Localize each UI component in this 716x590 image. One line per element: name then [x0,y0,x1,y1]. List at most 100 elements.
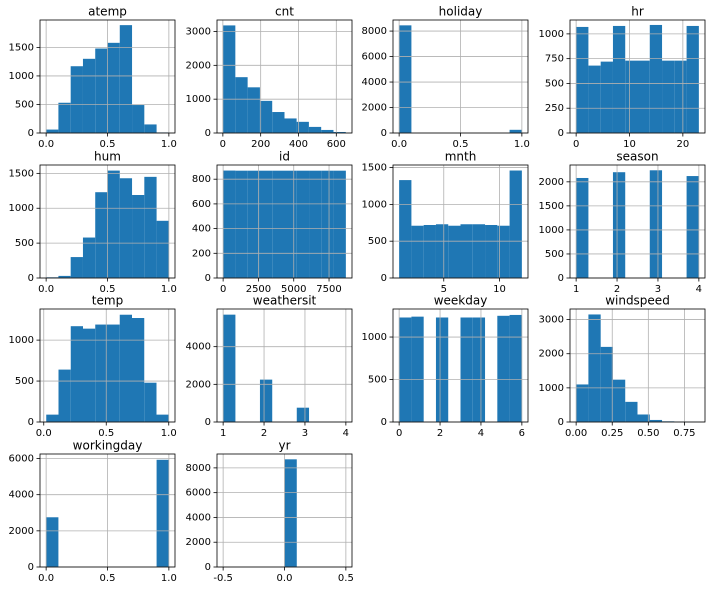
y-tick-label: 0 [205,562,211,573]
bar [612,25,626,133]
bar [284,118,297,133]
bar [235,170,248,278]
bar [144,382,157,422]
y-tick-label: 750 [545,54,564,65]
bar [83,328,96,422]
bar [399,317,412,422]
bar [82,58,96,133]
x-tick-label: 3 [655,284,661,295]
y-tick-label: 4000 [362,77,387,88]
bar [509,170,522,278]
y-tick-label: 1500 [9,168,34,179]
bar [472,317,486,422]
x-tick-label: 0.5 [98,428,114,439]
x-tick-label: 0.5 [338,573,354,584]
y-tick-label: 1500 [362,163,387,174]
y-tick-label: 0 [558,128,564,139]
x-tick-label: 0.5 [453,139,469,150]
bar [399,25,412,134]
y-tick-label: 0 [205,273,211,284]
y-tick-label: 1000 [362,332,387,343]
bar [119,178,133,278]
chart-title: season [616,150,658,164]
x-tick-label: 0.25 [601,428,623,439]
y-tick-label: 500 [368,236,387,247]
y-tick-label: 0 [28,562,34,573]
x-tick-label: 10 [493,284,506,295]
bar [235,77,248,133]
x-tick-label: 3 [302,428,308,439]
bar [333,170,346,278]
x-tick-label: 0.5 [100,139,116,150]
x-tick-label: 4 [343,428,349,439]
bar [637,60,650,133]
bar [156,414,169,422]
bar [119,25,133,133]
axes-frame [569,19,706,134]
x-tick-label: 1.0 [514,139,530,150]
bar [333,131,346,133]
axes-frame [39,453,176,568]
x-tick-label: 400 [289,139,308,150]
bar [46,129,59,133]
bar [649,170,663,278]
x-tick-label: 0.5 [100,284,116,295]
y-tick-label: 2000 [186,60,211,71]
y-tick-label: 500 [545,78,564,89]
bar [576,384,589,422]
x-tick-label: 1 [220,428,226,439]
chart-title: atemp [88,5,127,19]
bar [435,224,449,278]
chart-title: id [279,150,290,164]
y-tick-label: 600 [192,199,211,210]
x-tick-label: 1.0 [161,139,177,150]
bar [576,26,589,133]
y-tick-label: 0 [205,417,211,428]
y-tick-label: 0 [381,273,387,284]
y-tick-label: 1000 [9,335,34,346]
bar [107,42,120,134]
bar [637,414,650,422]
y-tick-label: 6000 [362,52,387,63]
y-tick-label: 2000 [362,103,387,114]
x-tick-label: 600 [327,139,346,150]
bar [119,314,132,422]
bar [132,318,145,422]
y-tick-label: 0 [28,128,34,139]
y-tick-label: 3000 [186,27,211,38]
y-tick-label: 0 [205,128,211,139]
x-tick-label: -0.5 [213,573,233,584]
x-tick-label: 2 [437,428,443,439]
bar [223,25,236,133]
y-tick-label: 1500 [539,201,564,212]
y-tick-label: 0 [381,128,387,139]
chart-title: temp [92,294,123,308]
y-tick-label: 1000 [186,94,211,105]
chart-title: cnt [275,5,294,19]
bar [686,176,699,278]
y-tick-label: 500 [545,249,564,260]
bar [435,317,449,422]
x-tick-label: 0 [396,428,402,439]
x-tick-label: 0.00 [565,428,587,439]
y-tick-label: 0 [558,417,564,428]
x-tick-label: 7500 [316,284,341,295]
bar [247,170,260,278]
bar [686,25,699,133]
x-tick-label: 1 [573,284,579,295]
x-tick-label: 0.0 [391,139,407,150]
axes-frame [39,308,176,423]
axes-frame [392,308,529,423]
bar [284,170,297,278]
bar [296,407,310,422]
bar [321,129,334,133]
x-tick-label: 5 [441,284,447,295]
chart-title: holiday [439,5,483,19]
y-tick-label: 4000 [186,342,211,353]
bar [576,177,589,278]
y-tick-label: 4000 [186,512,211,523]
bar [95,324,108,422]
bar [144,176,157,278]
y-tick-label: 0 [381,417,387,428]
